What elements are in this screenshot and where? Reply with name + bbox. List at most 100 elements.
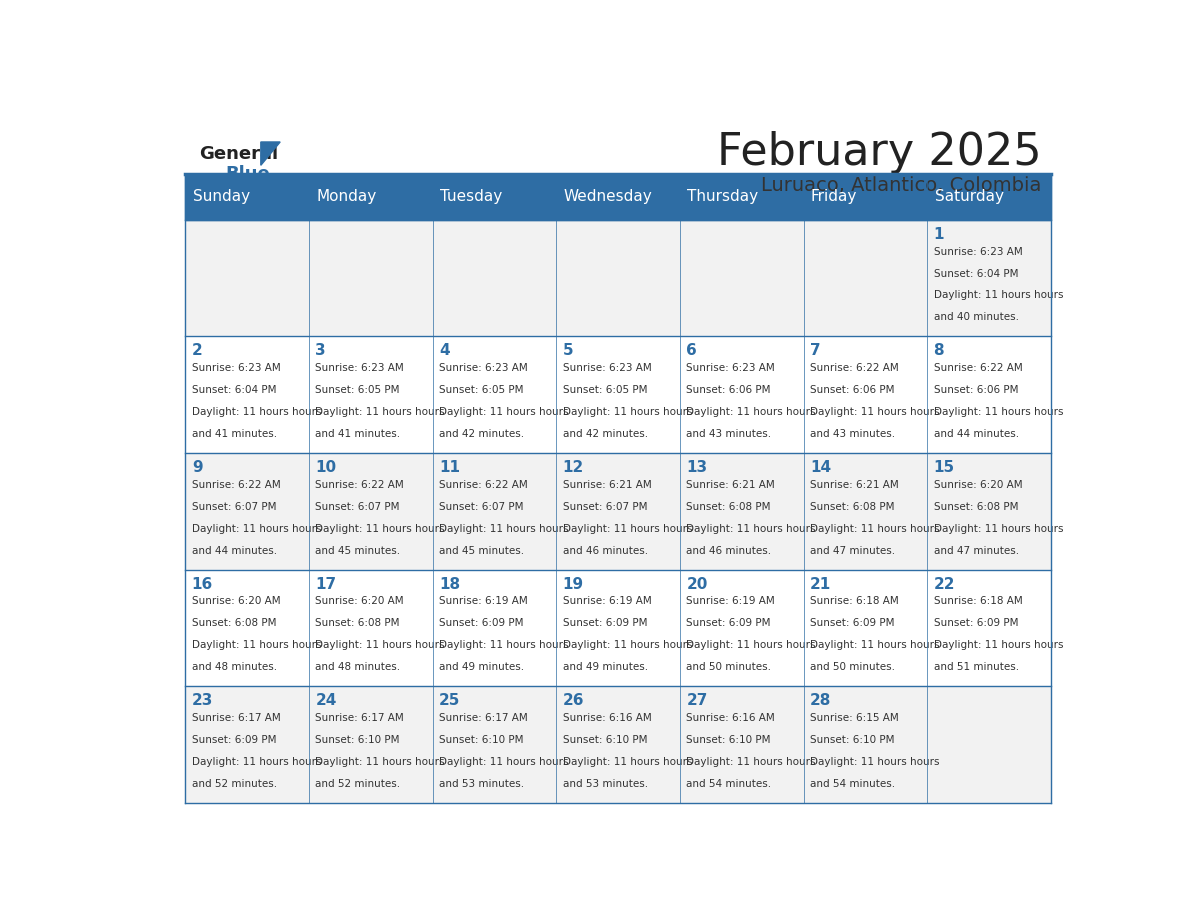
Text: and 43 minutes.: and 43 minutes. — [687, 429, 771, 439]
Text: Sunset: 6:09 PM: Sunset: 6:09 PM — [934, 619, 1018, 629]
Text: Wednesday: Wednesday — [563, 189, 652, 204]
Text: Daylight: 11 hours hours: Daylight: 11 hours hours — [810, 523, 940, 533]
Text: Daylight: 11 hours hours: Daylight: 11 hours hours — [440, 523, 569, 533]
Text: 18: 18 — [440, 577, 460, 592]
Text: 16: 16 — [191, 577, 213, 592]
Text: Sunset: 6:10 PM: Sunset: 6:10 PM — [687, 735, 771, 745]
Text: Sunrise: 6:21 AM: Sunrise: 6:21 AM — [810, 480, 898, 490]
Text: Daylight: 11 hours hours: Daylight: 11 hours hours — [934, 523, 1063, 533]
Text: Sunrise: 6:19 AM: Sunrise: 6:19 AM — [440, 597, 527, 607]
Text: Sunset: 6:08 PM: Sunset: 6:08 PM — [810, 502, 895, 511]
Text: Daylight: 11 hours hours: Daylight: 11 hours hours — [687, 523, 816, 533]
Text: 9: 9 — [191, 460, 202, 475]
Text: Sunrise: 6:22 AM: Sunrise: 6:22 AM — [315, 480, 404, 490]
Text: Daylight: 11 hours hours: Daylight: 11 hours hours — [563, 407, 693, 417]
Text: 6: 6 — [687, 343, 697, 358]
Text: Daylight: 11 hours hours: Daylight: 11 hours hours — [315, 757, 446, 767]
Text: Daylight: 11 hours hours: Daylight: 11 hours hours — [687, 407, 816, 417]
Bar — [185, 453, 1051, 569]
Text: and 54 minutes.: and 54 minutes. — [687, 778, 771, 789]
Text: Sunrise: 6:15 AM: Sunrise: 6:15 AM — [810, 713, 898, 723]
Text: Sunset: 6:05 PM: Sunset: 6:05 PM — [315, 386, 400, 395]
Text: and 51 minutes.: and 51 minutes. — [934, 662, 1019, 672]
Text: and 50 minutes.: and 50 minutes. — [687, 662, 771, 672]
Text: Sunset: 6:05 PM: Sunset: 6:05 PM — [563, 386, 647, 395]
Text: 24: 24 — [315, 693, 336, 709]
Text: Daylight: 11 hours hours: Daylight: 11 hours hours — [191, 757, 321, 767]
Bar — [185, 569, 1051, 687]
Text: 13: 13 — [687, 460, 707, 475]
Text: 12: 12 — [563, 460, 584, 475]
Text: 11: 11 — [440, 460, 460, 475]
Bar — [927, 174, 1051, 219]
Text: and 42 minutes.: and 42 minutes. — [563, 429, 647, 439]
Text: Sunrise: 6:21 AM: Sunrise: 6:21 AM — [563, 480, 651, 490]
Text: Sunrise: 6:23 AM: Sunrise: 6:23 AM — [191, 364, 280, 374]
Bar — [185, 174, 309, 219]
Text: Sunset: 6:09 PM: Sunset: 6:09 PM — [810, 619, 895, 629]
Text: Sunset: 6:10 PM: Sunset: 6:10 PM — [810, 735, 895, 745]
Text: Daylight: 11 hours hours: Daylight: 11 hours hours — [687, 641, 816, 650]
Text: 27: 27 — [687, 693, 708, 709]
Text: Sunrise: 6:17 AM: Sunrise: 6:17 AM — [440, 713, 527, 723]
Text: and 49 minutes.: and 49 minutes. — [563, 662, 647, 672]
Text: Sunset: 6:04 PM: Sunset: 6:04 PM — [191, 386, 277, 395]
Text: Daylight: 11 hours hours: Daylight: 11 hours hours — [934, 641, 1063, 650]
Text: Sunset: 6:07 PM: Sunset: 6:07 PM — [440, 502, 524, 511]
Text: Sunrise: 6:23 AM: Sunrise: 6:23 AM — [315, 364, 404, 374]
Text: Sunrise: 6:18 AM: Sunrise: 6:18 AM — [934, 597, 1023, 607]
Text: Sunset: 6:05 PM: Sunset: 6:05 PM — [440, 386, 524, 395]
Text: and 44 minutes.: and 44 minutes. — [934, 429, 1019, 439]
Text: and 46 minutes.: and 46 minutes. — [563, 545, 647, 555]
Text: Sunrise: 6:23 AM: Sunrise: 6:23 AM — [934, 247, 1023, 257]
Bar — [680, 174, 803, 219]
Bar — [185, 219, 1051, 336]
Bar — [432, 174, 556, 219]
Text: Sunset: 6:07 PM: Sunset: 6:07 PM — [315, 502, 400, 511]
Text: Luruaco, Atlantico, Colombia: Luruaco, Atlantico, Colombia — [762, 176, 1042, 196]
Text: and 49 minutes.: and 49 minutes. — [440, 662, 524, 672]
Text: 1: 1 — [934, 227, 944, 241]
Text: 14: 14 — [810, 460, 832, 475]
Text: Sunset: 6:09 PM: Sunset: 6:09 PM — [563, 619, 647, 629]
Text: Daylight: 11 hours hours: Daylight: 11 hours hours — [315, 407, 446, 417]
Text: Daylight: 11 hours hours: Daylight: 11 hours hours — [563, 523, 693, 533]
Text: Sunset: 6:07 PM: Sunset: 6:07 PM — [191, 502, 277, 511]
Text: Thursday: Thursday — [687, 189, 758, 204]
Text: 19: 19 — [563, 577, 583, 592]
Text: Daylight: 11 hours hours: Daylight: 11 hours hours — [315, 523, 446, 533]
Text: and 41 minutes.: and 41 minutes. — [315, 429, 400, 439]
Text: Sunrise: 6:16 AM: Sunrise: 6:16 AM — [687, 713, 775, 723]
Polygon shape — [261, 142, 280, 165]
Text: 15: 15 — [934, 460, 955, 475]
Text: 28: 28 — [810, 693, 832, 709]
Bar — [185, 687, 1051, 803]
Text: Tuesday: Tuesday — [440, 189, 503, 204]
Text: 20: 20 — [687, 577, 708, 592]
Text: Sunset: 6:10 PM: Sunset: 6:10 PM — [563, 735, 647, 745]
Text: Sunset: 6:09 PM: Sunset: 6:09 PM — [440, 619, 524, 629]
Text: Friday: Friday — [811, 189, 858, 204]
Text: Daylight: 11 hours hours: Daylight: 11 hours hours — [440, 641, 569, 650]
Text: Daylight: 11 hours hours: Daylight: 11 hours hours — [191, 523, 321, 533]
Text: Sunrise: 6:19 AM: Sunrise: 6:19 AM — [687, 597, 775, 607]
Text: and 45 minutes.: and 45 minutes. — [315, 545, 400, 555]
Text: Sunrise: 6:16 AM: Sunrise: 6:16 AM — [563, 713, 651, 723]
Text: 8: 8 — [934, 343, 944, 358]
Text: Sunrise: 6:20 AM: Sunrise: 6:20 AM — [191, 597, 280, 607]
Text: and 48 minutes.: and 48 minutes. — [315, 662, 400, 672]
Text: Blue: Blue — [225, 164, 270, 183]
Text: Sunset: 6:10 PM: Sunset: 6:10 PM — [440, 735, 524, 745]
Bar — [803, 174, 927, 219]
Text: Sunrise: 6:23 AM: Sunrise: 6:23 AM — [440, 364, 527, 374]
Text: Daylight: 11 hours hours: Daylight: 11 hours hours — [440, 757, 569, 767]
Text: and 53 minutes.: and 53 minutes. — [563, 778, 647, 789]
Text: Sunset: 6:06 PM: Sunset: 6:06 PM — [687, 386, 771, 395]
Text: and 50 minutes.: and 50 minutes. — [810, 662, 895, 672]
Text: Sunrise: 6:17 AM: Sunrise: 6:17 AM — [315, 713, 404, 723]
Text: Sunrise: 6:18 AM: Sunrise: 6:18 AM — [810, 597, 898, 607]
Text: Sunset: 6:08 PM: Sunset: 6:08 PM — [191, 619, 277, 629]
Text: Sunday: Sunday — [192, 189, 249, 204]
Text: 3: 3 — [315, 343, 326, 358]
Text: and 42 minutes.: and 42 minutes. — [440, 429, 524, 439]
